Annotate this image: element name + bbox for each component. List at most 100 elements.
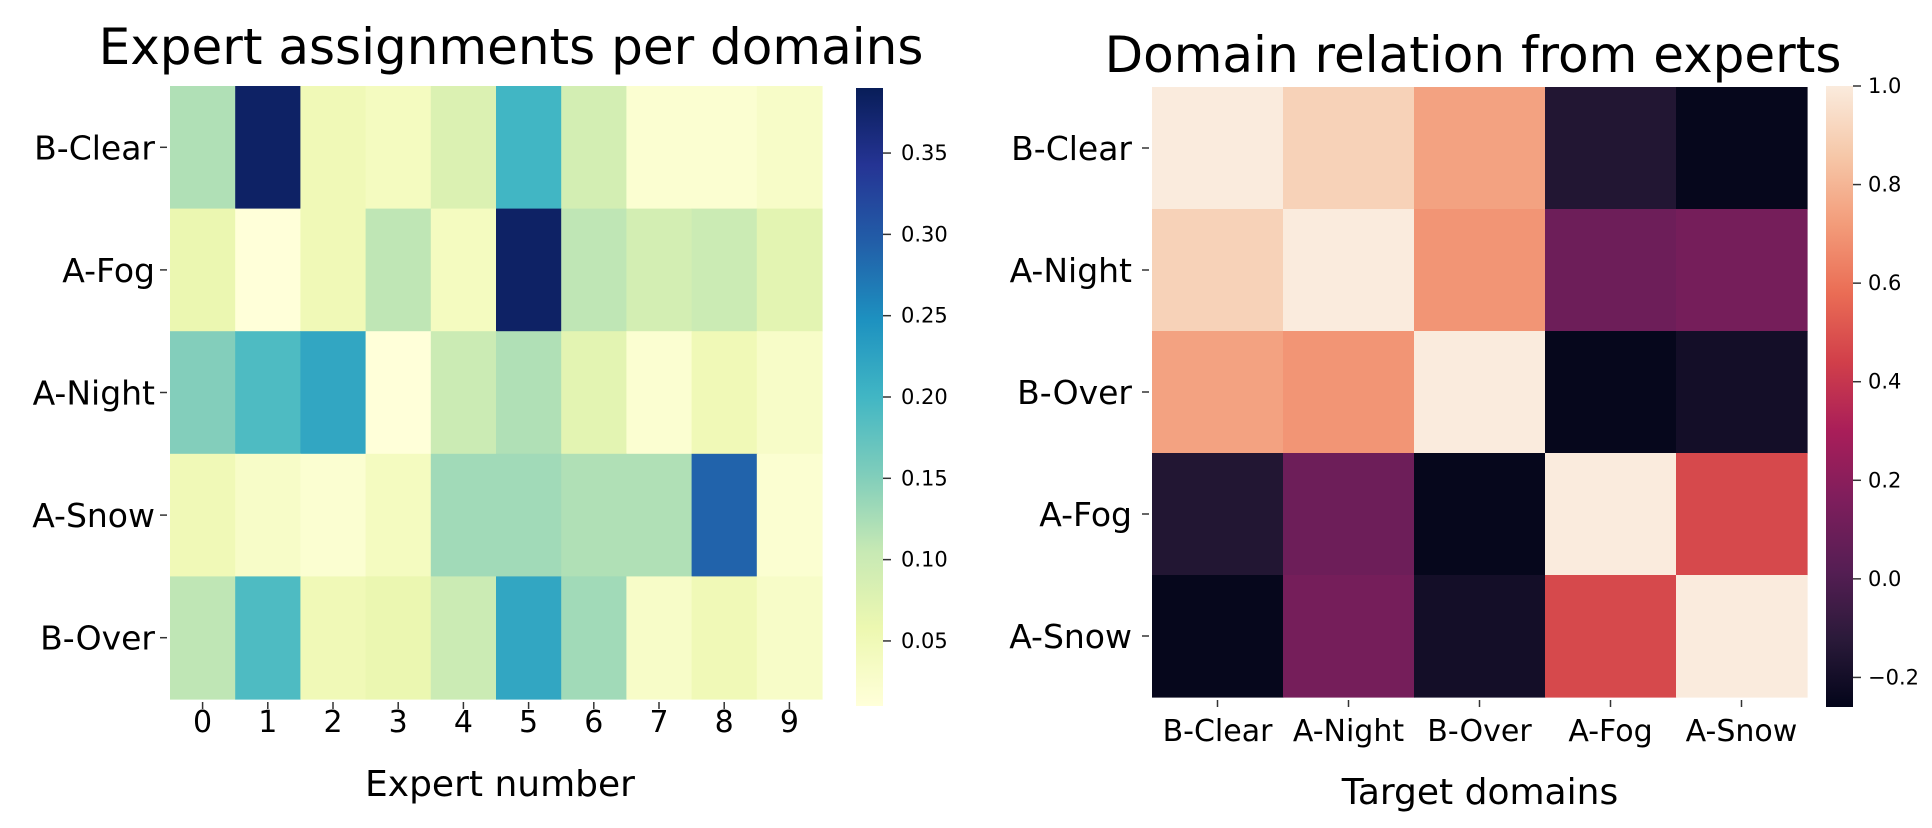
right-heatmap: B-Clear A-Night B-Over A-Fog A-Snow B-Clear A-…	[1009, 87, 1808, 749]
y-tick-label: B-Clear	[34, 128, 155, 167]
heatmap-cell	[691, 453, 758, 577]
heatmap-cell	[626, 208, 693, 332]
colorbar-tick-label: 0.6	[1868, 271, 1901, 295]
heatmap-cell	[430, 331, 497, 455]
colorbar-tick-label: 0.15	[901, 466, 948, 490]
heatmap-cell	[300, 576, 367, 700]
heatmap-cell	[235, 208, 301, 332]
heatmap-cell	[1283, 575, 1415, 698]
x-tick-label: 5	[519, 705, 538, 740]
colorbar-tick-label: 0.0	[1868, 567, 1901, 591]
heatmap-cell	[496, 208, 562, 332]
x-tick-label: A-Snow	[1686, 714, 1798, 749]
heatmap-cell	[430, 453, 497, 577]
colorbar-tick-label: 0.10	[901, 548, 948, 572]
y-tick-label: B-Over	[40, 619, 155, 658]
x-tick-label: B-Clear	[1163, 714, 1274, 749]
heatmap-cell	[365, 86, 432, 210]
x-tick-label: 2	[323, 705, 342, 740]
y-tick-label: A-Night	[1010, 251, 1132, 290]
colorbar-gradient	[856, 88, 883, 706]
x-tick-label: B-Over	[1427, 714, 1532, 749]
heatmap-cell	[1676, 87, 1808, 210]
heatmap-cell	[365, 331, 432, 455]
heatmap-cell	[496, 86, 562, 210]
heatmap-cell	[1545, 575, 1677, 698]
colorbar-tick-label: 0.8	[1868, 173, 1901, 197]
x-tick-label: A-Night	[1293, 714, 1405, 749]
colorbar-gradient	[1826, 86, 1853, 707]
heatmap-cell	[430, 86, 497, 210]
heatmap-cell	[430, 208, 497, 332]
x-tick-label: 6	[584, 705, 603, 740]
heatmap-cell	[691, 331, 758, 455]
left-heatmap: B-Clear A-Fog A-Night A-Snow B-Over 0 1 2 3 4 5 6 7 8…	[32, 86, 823, 740]
x-tick-label: 8	[715, 705, 734, 740]
x-tick-label: 4	[454, 705, 473, 740]
heatmap-cell	[691, 208, 758, 332]
heatmap-cell	[691, 86, 758, 210]
heatmap-cell	[1414, 331, 1546, 454]
heatmap-cell	[1152, 87, 1284, 210]
heatmap-cell	[1283, 453, 1415, 576]
heatmap-cell	[170, 453, 236, 577]
heatmap-cell	[300, 331, 367, 455]
heatmap-cell	[1545, 453, 1677, 576]
heatmap-cell	[235, 453, 301, 577]
heatmap-cell	[1152, 209, 1284, 332]
x-tick-label: 7	[649, 705, 668, 740]
heatmap-cell	[691, 576, 758, 700]
heatmap-cell	[170, 86, 236, 210]
x-tick-label: 1	[258, 705, 277, 740]
left-chart-title: Expert assignments per domains	[99, 18, 924, 76]
heatmap-cell	[561, 208, 627, 332]
heatmap-cell	[1283, 331, 1415, 454]
heatmap-cell	[561, 86, 627, 210]
right-chart-title: Domain relation from experts	[1105, 26, 1842, 84]
heatmap-cell	[1676, 575, 1808, 698]
x-tick-label: 3	[389, 705, 408, 740]
heatmap-cell	[170, 208, 236, 332]
heatmap-cell	[1676, 331, 1808, 454]
colorbar-tick-label: −0.2	[1868, 665, 1919, 689]
heatmap-cell	[561, 331, 627, 455]
y-tick-label: B-Over	[1017, 373, 1132, 412]
right-colorbar: 1.0 0.8 0.6 0.4 0.2 0.0 −0.2	[1826, 74, 1919, 707]
heatmap-cell	[365, 576, 432, 700]
heatmap-cell	[626, 86, 693, 210]
left-x-axis-label: Expert number	[365, 764, 635, 805]
heatmap-cell	[626, 331, 693, 455]
heatmap-cell	[365, 453, 432, 577]
heatmap-cell	[300, 208, 367, 332]
y-tick-label: A-Night	[33, 374, 155, 413]
heatmap-cell	[1283, 87, 1415, 210]
colorbar-tick-label: 1.0	[1868, 74, 1901, 98]
heatmap-cell	[496, 331, 562, 455]
heatmap-cell	[496, 576, 562, 700]
heatmap-cell	[1152, 331, 1284, 454]
heatmap-cell	[235, 86, 301, 210]
heatmap-cell	[1283, 209, 1415, 332]
colorbar-tick-label: 0.05	[901, 629, 948, 653]
heatmap-cell	[561, 576, 627, 700]
heatmap-cell	[1676, 209, 1808, 332]
heatmap-cell	[170, 576, 236, 700]
heatmap-cell	[1414, 87, 1546, 210]
heatmap-cell	[756, 331, 823, 455]
x-tick-label: 0	[193, 705, 212, 740]
y-tick-label: A-Fog	[62, 251, 155, 290]
heatmap-cell	[1545, 331, 1677, 454]
colorbar-tick-label: 0.30	[901, 222, 948, 246]
heatmap-cell	[1152, 575, 1284, 698]
heatmap-cell	[170, 331, 236, 455]
heatmap-cell	[756, 86, 823, 210]
heatmap-cell	[626, 453, 693, 577]
heatmap-cell	[626, 576, 693, 700]
heatmap-cell	[1676, 453, 1808, 576]
y-tick-label: A-Fog	[1039, 495, 1132, 534]
heatmap-cell	[756, 576, 823, 700]
x-tick-label: 9	[780, 705, 799, 740]
colorbar-tick-label: 0.4	[1868, 370, 1901, 394]
heatmap-cell	[300, 86, 367, 210]
